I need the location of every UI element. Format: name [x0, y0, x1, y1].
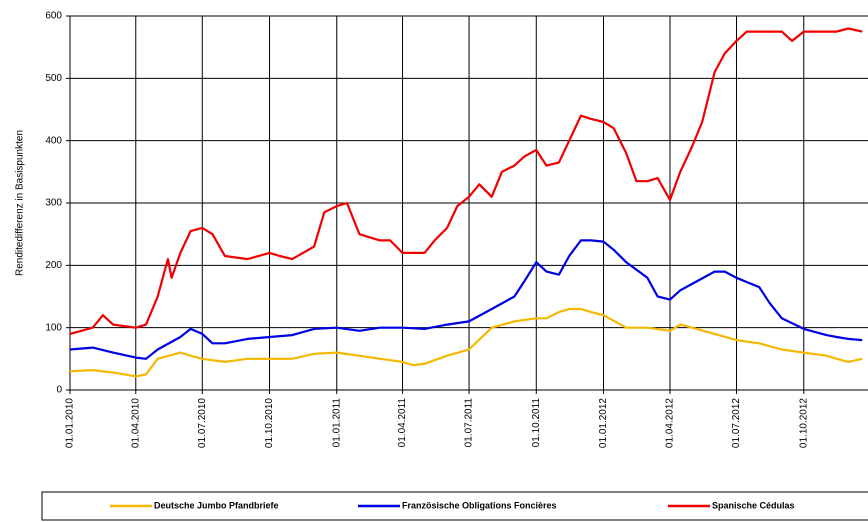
y-tick-label: 300: [45, 198, 62, 209]
series-line: [69, 239, 863, 360]
x-tick-label: 01.04.2010: [130, 398, 141, 448]
y-tick-label: 200: [45, 260, 62, 271]
y-tick-label: 400: [45, 135, 62, 146]
x-tick-label: 01.07.2011: [464, 398, 475, 448]
x-tick-label: 01.10.2011: [531, 398, 542, 448]
x-tick-label: 01.10.2012: [798, 398, 809, 448]
x-tick-label: 01.07.2012: [731, 398, 742, 448]
x-tick-label: 01.07.2010: [197, 398, 208, 448]
x-tick-label: 01.04.2011: [397, 398, 408, 448]
y-axis-label: Renditedifferenz in Basispunkten: [15, 130, 26, 276]
x-tick-label: 01.01.2011: [331, 398, 342, 448]
legend-label: Spanische Cédulas: [712, 500, 795, 510]
legend-label: Französische Obligations Foncières: [402, 500, 557, 510]
x-tick-label: 01.04.2012: [665, 398, 676, 448]
series-line: [69, 307, 863, 378]
legend-label: Deutsche Jumbo Pfandbriefe: [154, 500, 279, 510]
x-tick-label: 01.10.2010: [264, 398, 275, 448]
y-tick-label: 600: [45, 11, 62, 22]
y-tick-label: 0: [56, 385, 62, 396]
y-tick-label: 500: [45, 73, 62, 84]
legend-box: [41, 491, 868, 521]
y-tick-label: 100: [45, 322, 62, 333]
x-tick-label: 01.01.2012: [598, 398, 609, 448]
x-tick-label: 01.01.2010: [65, 398, 76, 448]
series-line: [69, 27, 863, 335]
